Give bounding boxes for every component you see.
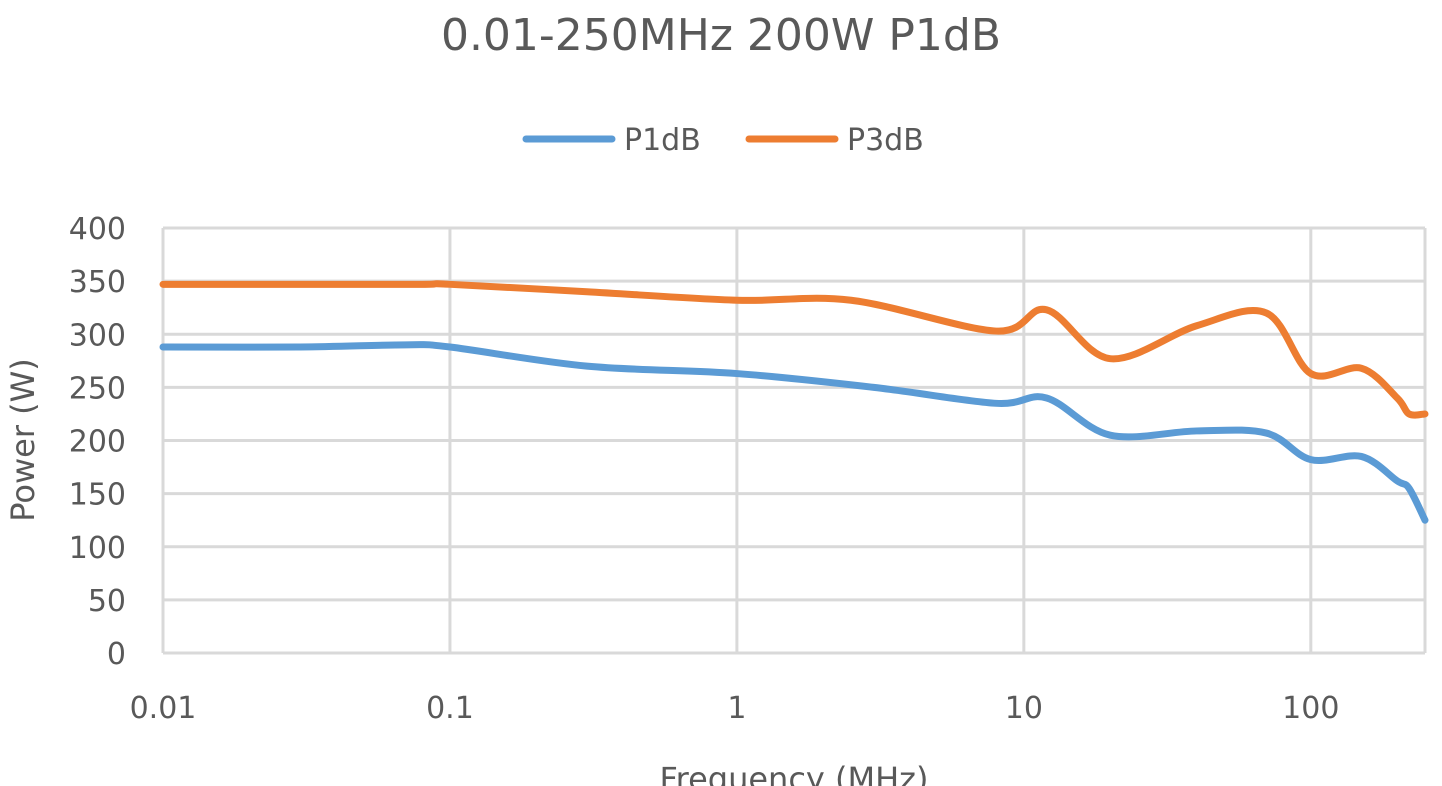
series-line-p3db	[159, 280, 1429, 419]
x-tick-label: 0.01	[130, 691, 197, 726]
y-axis-label: Power (W)	[4, 358, 42, 522]
grid	[161, 226, 1427, 655]
y-tick-label: 300	[69, 318, 126, 353]
axes: 0 50 100 150 200 250 300 350 400 0.01 0.1 1 10 100	[69, 212, 1340, 726]
x-axis-label: Frequency (MHz)	[660, 760, 929, 786]
legend-label: P1dB	[624, 123, 701, 158]
y-tick-label: 50	[88, 584, 126, 619]
x-tick-label: 100	[1282, 691, 1339, 726]
x-tick-label: 0.1	[426, 691, 474, 726]
legend-label: P3dB	[847, 123, 924, 158]
series-lines	[159, 280, 1429, 524]
y-tick-label: 200	[69, 425, 126, 460]
x-tick-label: 1	[727, 691, 746, 726]
y-tick-label: 0	[107, 637, 126, 672]
y-tick-label: 400	[69, 212, 126, 247]
x-tick-label: 10	[1005, 691, 1043, 726]
series-line-p1db	[159, 341, 1429, 524]
legend: P1dB P3dB	[522, 123, 924, 158]
chart-title: 0.01-250MHz 200W P1dB	[441, 10, 1001, 61]
y-tick-label: 250	[69, 371, 126, 406]
y-tick-label: 350	[69, 265, 126, 300]
y-tick-label: 100	[69, 531, 126, 566]
y-tick-label: 150	[69, 478, 126, 513]
